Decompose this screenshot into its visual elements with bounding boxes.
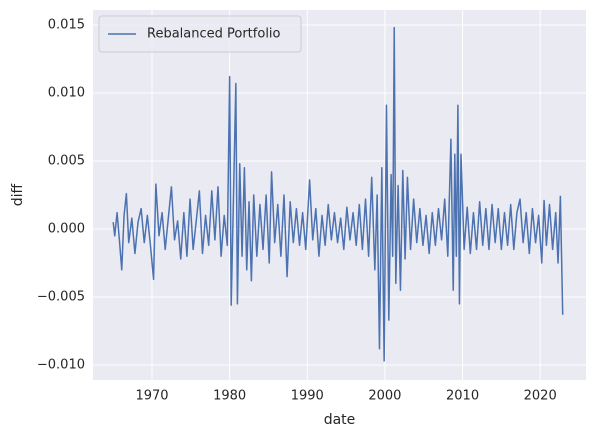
y-tick-label: 0.005 [48,153,85,168]
line [112,26,564,362]
x-tick-label: 2020 [524,389,557,404]
x-tick-label: 1980 [213,389,246,404]
x-axis-label: date [324,412,356,428]
x-tick-label: 1970 [135,389,168,404]
plot-area [93,10,586,380]
x-tick-label: 2000 [368,389,401,404]
y-tick-label: −0.010 [37,358,85,373]
y-tick-label: −0.005 [37,290,85,305]
y-tick-label: 0.010 [48,85,85,100]
legend-label: Rebalanced Portfolio [147,27,281,42]
x-tick-label: 2010 [446,389,479,404]
y-tick-label: 0.015 [48,17,85,32]
x-tick-label: 1990 [291,389,324,404]
legend-box [98,15,302,53]
y-axis-label: diff [10,183,26,206]
y-tick-label: 0.000 [48,222,85,237]
